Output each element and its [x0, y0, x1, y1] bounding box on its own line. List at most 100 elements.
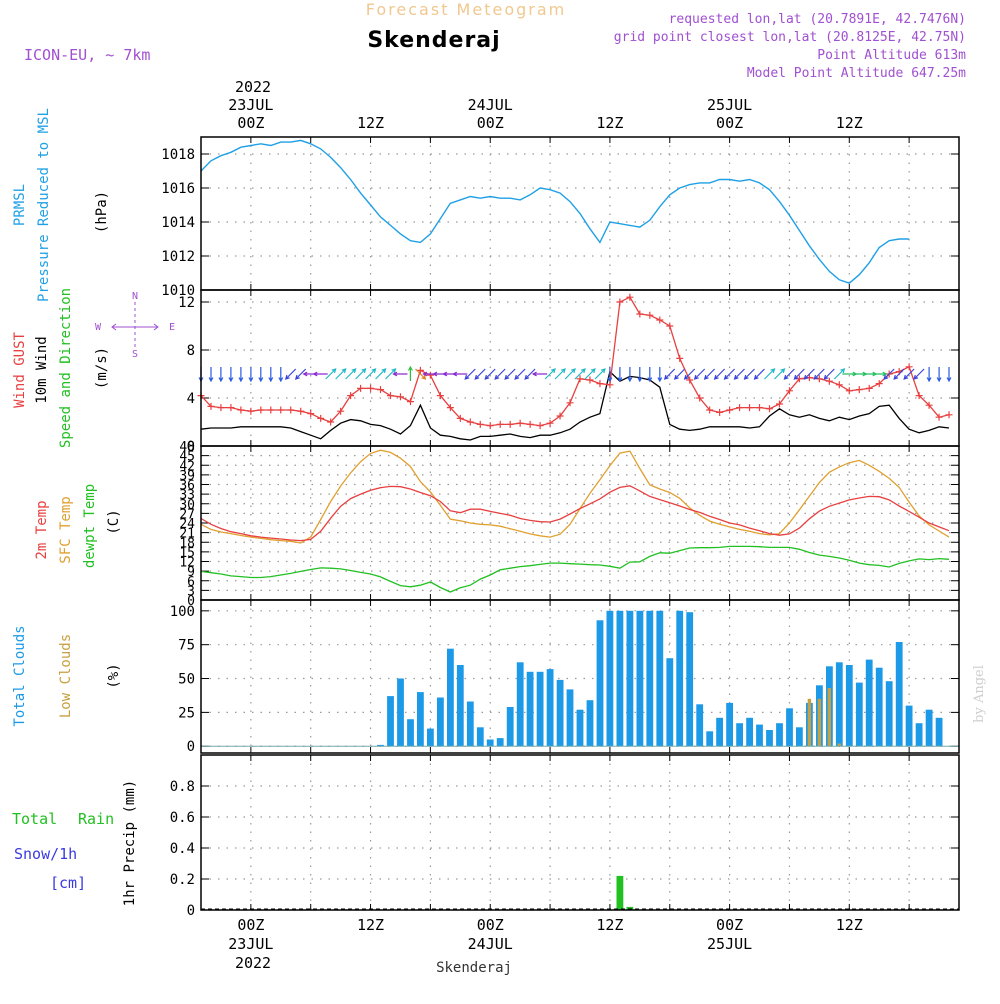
gust-marker — [875, 380, 883, 388]
wind-arrow-icon — [484, 368, 496, 380]
temp-ytick-label: 33 — [179, 488, 195, 503]
top-time-label: 00Z — [716, 114, 743, 132]
wind-arrow-icon — [355, 368, 367, 380]
total-cloud-bar — [427, 728, 434, 747]
top-time-label: 12Z — [596, 114, 623, 132]
clouds-ytick-label: 100 — [170, 604, 195, 620]
top-date-label: 24JUL — [468, 96, 513, 114]
wind-arrow-icon — [407, 365, 413, 381]
total-cloud-bar — [656, 610, 664, 747]
bottom-time-label: 00Z — [716, 916, 743, 934]
wind-arrow-icon — [385, 368, 397, 380]
total-cloud-bar — [696, 704, 704, 747]
wind-arrow-icon — [514, 368, 526, 380]
gust-marker — [785, 387, 793, 395]
wind-arrow-icon — [228, 367, 234, 383]
bottom-time-label: 12Z — [357, 916, 384, 934]
gust-marker — [616, 298, 624, 306]
gust-marker — [446, 404, 454, 412]
rain-bar — [626, 906, 634, 910]
total-cloud-bar — [546, 669, 554, 747]
total-cloud-bar — [676, 610, 684, 747]
low-cloud-bar — [807, 698, 812, 747]
wind-arrow-icon — [803, 368, 815, 380]
wind-arrow-icon — [926, 367, 932, 383]
temp-frame — [200, 445, 960, 601]
wind-arrow-icon — [607, 367, 613, 383]
gust-marker — [526, 420, 534, 428]
wind-arrow-icon — [494, 368, 506, 380]
total-rain-total: Total — [12, 810, 57, 828]
total-cloud-bar — [706, 731, 714, 747]
wind-arrow-icon — [375, 368, 387, 380]
wind-arrow-icon — [415, 368, 427, 380]
gust-marker — [825, 377, 833, 385]
low-cloud-bar — [837, 743, 841, 747]
wind-arrow-icon — [753, 368, 765, 380]
total-cloud-bar — [606, 610, 614, 747]
wind-arrow-icon — [883, 368, 895, 380]
wind-arrow-icon — [946, 367, 952, 383]
wind-arrow-icon — [294, 368, 307, 380]
total-cloud-bar — [855, 682, 863, 747]
requested-coords: requested lon,lat (20.7891E, 42.7476N) — [669, 12, 966, 27]
total-cloud-bar — [875, 667, 883, 747]
wind-arrow-icon — [594, 368, 606, 380]
wind-gust-label: Wind GUST — [12, 332, 28, 408]
gust-marker — [337, 407, 345, 415]
gust-marker — [436, 392, 444, 400]
total-cloud-bar — [716, 717, 723, 747]
gust-marker — [726, 406, 734, 414]
clouds-ytick-label: 25 — [178, 705, 195, 721]
bottom-time-label: 12Z — [596, 916, 623, 934]
top-date-label: 23JUL — [228, 96, 273, 114]
clouds-ytick-label: 0 — [187, 739, 195, 755]
gust-marker — [207, 402, 215, 410]
bottom-date-label: 25JUL — [707, 935, 752, 953]
gust-marker — [865, 384, 873, 392]
top-date-label: 25JUL — [707, 96, 752, 114]
wind-arrow-icon — [693, 368, 706, 380]
gust-marker — [626, 293, 634, 301]
gust-marker — [716, 408, 724, 416]
sfc-temp-line — [200, 449, 950, 544]
precip-panel: 0 0.2 0.4 0.6 0.8 — [170, 754, 960, 919]
t2m-label: 2m Temp — [34, 500, 50, 559]
temp-ytick-label: 3 — [187, 584, 195, 599]
gust-marker — [646, 311, 654, 319]
wind-arrow-icon — [936, 367, 942, 383]
wind-arrow-icon — [647, 367, 653, 383]
temp-ytick-label: 42 — [179, 459, 195, 474]
wind-arrow-icon — [544, 368, 556, 380]
precip-frame — [200, 754, 960, 911]
gust-marker — [656, 316, 664, 324]
compass-w: W — [95, 322, 102, 333]
gust-marker — [277, 406, 285, 414]
gust-marker — [855, 386, 863, 394]
sfc-temp-label: SFC Temp — [58, 496, 74, 563]
total-cloud-bar — [377, 744, 384, 747]
bottom-time-label: 12Z — [836, 916, 863, 934]
gust-marker — [257, 406, 265, 414]
gust-marker — [915, 392, 923, 400]
pressure-ytick-label: 1016 — [161, 181, 195, 197]
wind-arrow-icon — [268, 367, 274, 383]
temp-ytick-label: 12 — [179, 556, 195, 571]
wind-arrow-icon — [464, 368, 476, 380]
total-cloud-bar — [925, 709, 933, 747]
wind-arrow-icon — [284, 368, 297, 380]
precip-ytick-label: 0.4 — [170, 841, 195, 857]
total-cloud-bar — [417, 692, 424, 747]
wind-arrow-icon — [345, 368, 357, 380]
gust-marker — [217, 404, 225, 412]
total-cloud-bar — [915, 723, 923, 747]
precip-ytick-label: 0.2 — [170, 872, 195, 888]
temp-ytick-label: 30 — [179, 498, 195, 513]
t2m-line — [200, 485, 950, 542]
total-cloud-bar — [407, 719, 414, 747]
total-cloud-bar — [397, 678, 404, 747]
total-cloud-bar — [796, 727, 803, 747]
gust-marker — [506, 420, 514, 428]
pressure-unit-label: (hPa) — [94, 191, 110, 233]
temp-ytick-label: 48 — [179, 440, 195, 455]
